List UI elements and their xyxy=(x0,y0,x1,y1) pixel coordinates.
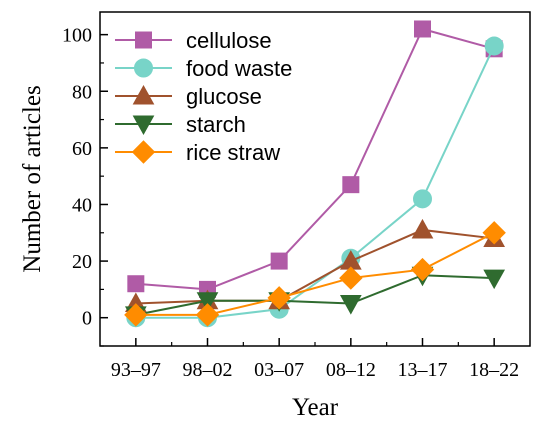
legend-item: cellulose xyxy=(115,28,272,53)
data-point xyxy=(413,189,432,209)
x-tick-label: 13–17 xyxy=(398,359,448,381)
data-point xyxy=(339,266,363,290)
series-rice-straw xyxy=(124,221,506,327)
data-point xyxy=(339,295,362,315)
legend-marker xyxy=(132,115,155,136)
data-point xyxy=(482,221,506,245)
data-point xyxy=(484,36,504,56)
x-tick-label: 93–97 xyxy=(111,359,161,381)
data-point xyxy=(127,275,145,293)
y-tick-label: 100 xyxy=(62,25,92,47)
series-line xyxy=(135,231,495,316)
y-tick-label: 80 xyxy=(72,81,92,103)
series-starch xyxy=(124,266,506,326)
data-point xyxy=(124,303,148,327)
x-tick-label: 98–02 xyxy=(183,359,233,381)
legend-item: starch xyxy=(115,112,246,137)
series-line xyxy=(135,228,495,305)
data-point xyxy=(483,269,506,290)
legend-marker xyxy=(132,84,155,105)
legend-label: starch xyxy=(186,112,246,137)
legend-label: food waste xyxy=(186,56,292,81)
x-tick-label: 08–12 xyxy=(326,359,376,381)
x-axis-title: Year xyxy=(292,394,339,421)
series-line xyxy=(135,27,495,291)
series-food-waste xyxy=(126,36,504,328)
data-point xyxy=(267,286,291,310)
x-tick-label: 18–22 xyxy=(469,359,519,381)
y-tick-label: 40 xyxy=(72,194,92,216)
data-point xyxy=(410,257,435,282)
series-line xyxy=(135,45,496,319)
legend-label: glucose xyxy=(186,84,262,109)
series-group xyxy=(124,20,506,328)
y-tick-label: 60 xyxy=(72,138,92,160)
legend-marker xyxy=(135,31,152,49)
data-point xyxy=(414,20,431,38)
legend-item: glucose xyxy=(115,84,262,109)
data-point xyxy=(195,303,220,327)
legend-label: cellulose xyxy=(186,28,272,53)
legend-marker xyxy=(131,140,156,164)
y-axis-title: Number of articles xyxy=(19,85,46,272)
legend: cellulose food waste glucose starch rice str… xyxy=(115,28,292,165)
legend-item: food waste xyxy=(115,56,292,81)
legend-marker xyxy=(134,58,153,78)
y-tick-label: 20 xyxy=(72,251,92,273)
axis-ticks: 0 20 40 60 80 100 93–97 98–02 03–07 08–12 13–17 18–… xyxy=(62,25,519,381)
data-point xyxy=(196,292,219,312)
data-point xyxy=(342,176,360,194)
data-point xyxy=(270,252,288,270)
y-tick-label: 0 xyxy=(82,308,92,330)
legend-label: rice straw xyxy=(186,140,280,165)
series-cellulose xyxy=(127,20,503,298)
series-line xyxy=(135,274,495,316)
x-tick-label: 03–07 xyxy=(254,359,304,381)
data-point xyxy=(411,218,434,239)
series-glucose xyxy=(124,218,506,313)
legend-item: rice straw xyxy=(115,140,280,165)
plot-frame xyxy=(99,11,531,347)
